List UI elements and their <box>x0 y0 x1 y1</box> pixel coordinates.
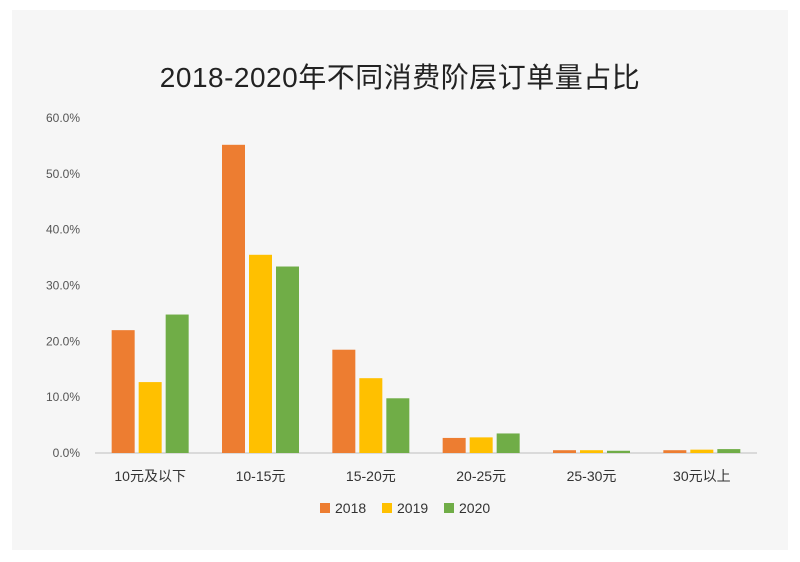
y-tick-label: 20.0% <box>46 334 80 348</box>
x-category-label: 10-15元 <box>236 468 286 484</box>
bar-2020 <box>607 450 630 453</box>
bar-2020 <box>717 449 741 453</box>
bar-2018 <box>663 450 687 453</box>
x-category-label: 10元及以下 <box>114 468 186 484</box>
bar-2018 <box>553 450 576 453</box>
y-tick-label: 60.0% <box>46 111 80 125</box>
bar-2020 <box>276 266 299 453</box>
bar-2019 <box>359 378 383 453</box>
y-tick-label: 30.0% <box>46 279 80 293</box>
x-category-label: 20-25元 <box>456 468 506 484</box>
x-category-label: 15-20元 <box>346 468 396 484</box>
y-tick-label: 40.0% <box>46 223 80 237</box>
bar-2019 <box>690 449 714 453</box>
bar-2018 <box>442 437 466 453</box>
legend-swatch-2018 <box>320 503 330 513</box>
chart-title: 2018-2020年不同消费阶层订单量占比 <box>159 62 641 93</box>
bar-2020 <box>165 314 189 453</box>
bar-2020 <box>496 433 520 453</box>
legend-label-2018: 2018 <box>335 500 366 516</box>
legend-label-2020: 2020 <box>459 500 490 516</box>
bar-2019 <box>580 450 603 453</box>
y-tick-label: 0.0% <box>53 446 81 460</box>
bar-2018 <box>111 330 135 453</box>
bar-2019 <box>138 382 162 453</box>
x-category-label: 30元以上 <box>673 468 731 484</box>
x-category-label: 25-30元 <box>567 468 617 484</box>
y-tick-label: 10.0% <box>46 390 80 404</box>
bar-2020 <box>386 398 410 453</box>
legend-swatch-2020 <box>444 503 454 513</box>
bar-2019 <box>469 437 493 453</box>
legend-swatch-2019 <box>382 503 392 513</box>
legend-label-2019: 2019 <box>397 500 428 516</box>
bar-2018 <box>332 349 356 453</box>
bar-2019 <box>249 254 272 453</box>
chart-background <box>12 10 788 550</box>
bar-2018 <box>222 144 245 454</box>
y-tick-label: 50.0% <box>46 167 80 181</box>
